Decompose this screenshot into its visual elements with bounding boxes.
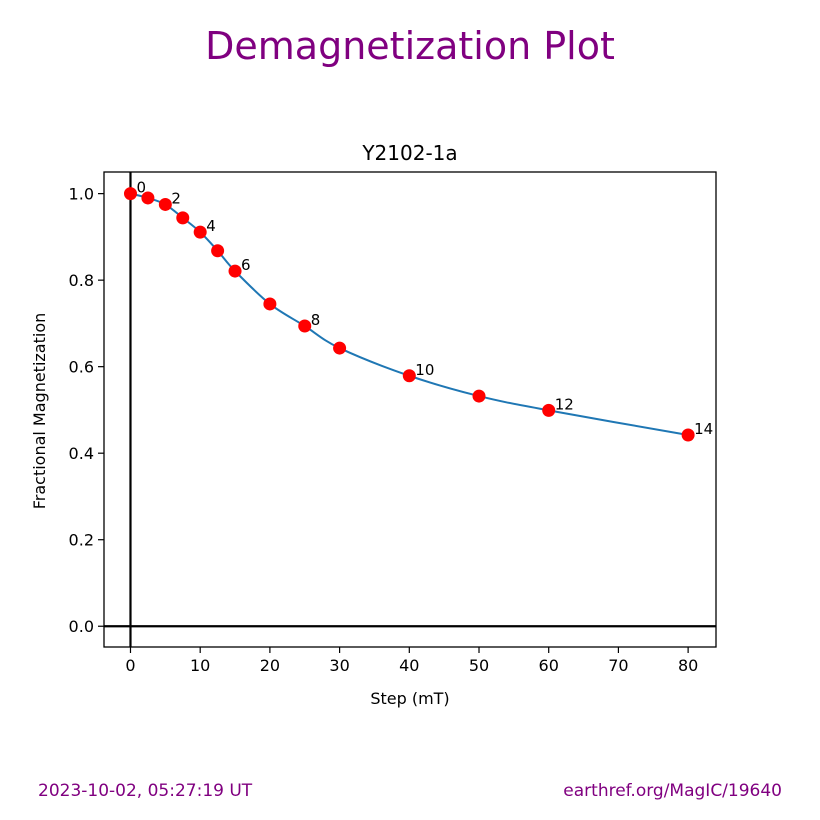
data-point-4 [193,225,207,239]
chart-title: Y2102-1a [361,141,457,165]
data-point-9 [333,341,347,355]
y-tick-label-5: 1.0 [69,185,94,204]
point-labels-group: 0 2 4 6 8 10 12 14 [136,179,713,438]
point-label-0: 0 [136,179,146,197]
x-ticks-group: 0 10 20 30 40 50 60 70 80 [125,647,698,675]
x-tick-label-60: 60 [539,656,559,675]
point-label-10: 10 [415,361,434,379]
x-tick-label-0: 0 [125,656,135,675]
figure-suptitle: Demagnetization Plot [205,24,615,68]
source-link-footer[interactable]: earthref.org/MagIC/19640 [563,781,782,801]
x-axis-label: Step (mT) [370,689,449,708]
timestamp-footer: 2023-10-02, 05:27:19 UT [38,781,253,801]
axes-box [103,171,717,648]
data-point-5 [211,244,225,258]
point-label-2: 2 [171,189,181,207]
data-point-6 [228,264,242,278]
data-point-13 [681,428,695,442]
data-point-3 [176,211,190,225]
x-tick-label-70: 70 [608,656,628,675]
y-tick-label-2: 0.4 [69,444,94,463]
reference-lines [104,172,716,647]
data-point-1 [141,191,155,205]
x-tick-label-30: 30 [329,656,349,675]
y-tick-label-1: 0.2 [69,531,94,550]
point-label-14: 14 [694,420,713,438]
x-tick-label-20: 20 [260,656,280,675]
point-label-8: 8 [311,311,321,329]
data-point-8 [298,319,312,333]
x-tick-label-10: 10 [190,656,210,675]
axes-frame [103,171,717,648]
data-point-0 [123,187,137,201]
point-label-4: 4 [206,217,216,235]
y-axis-label: Fractional Magnetization [30,313,49,510]
y-tick-label-3: 0.6 [69,358,94,377]
point-label-6: 6 [241,256,251,274]
data-point-7 [263,297,277,311]
y-tick-label-0: 0.0 [69,617,94,636]
y-tick-label-4: 0.8 [69,271,94,290]
point-label-12: 12 [555,395,574,413]
data-point-10 [402,369,416,383]
data-point-2 [158,197,172,211]
data-point-12 [542,403,556,417]
x-tick-label-40: 40 [399,656,419,675]
y-ticks-group: 0.0 0.2 0.4 0.6 0.8 1.0 [69,185,104,636]
x-tick-label-80: 80 [678,656,698,675]
x-tick-label-50: 50 [469,656,489,675]
markers-group [123,187,695,442]
data-point-11 [472,389,486,403]
